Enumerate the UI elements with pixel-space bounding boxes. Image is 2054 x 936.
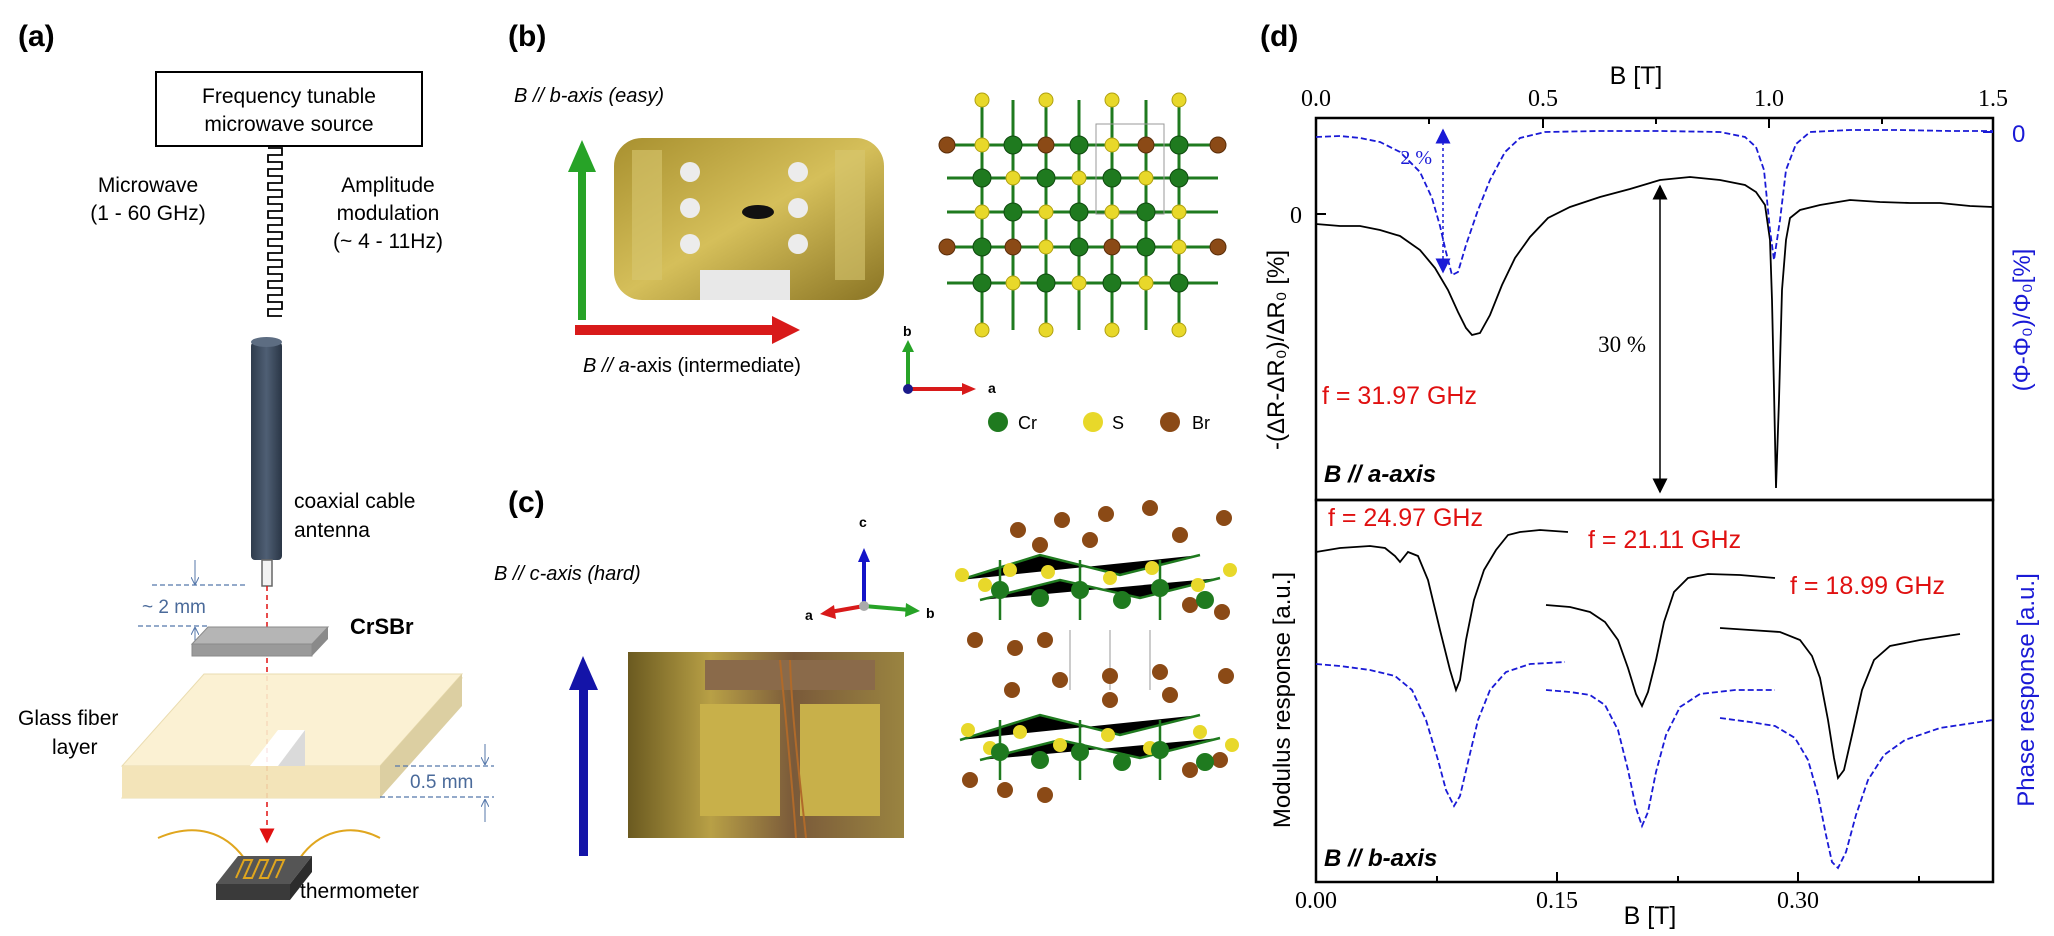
crsbr-sample [190,626,330,657]
annot-2pct: 2 % [1400,147,1432,169]
panel-d: (d) B [T] 0.0 0.5 1.0 1.5 0 0 -(ΔR-ΔR₀)/… [1260,20,2040,930]
br-atom-icon [1160,412,1180,432]
left-y-tick-0: 0 [1290,203,1302,229]
axis-a-label-c: a [805,607,813,623]
left-y-title-top: -(ΔR-ΔR₀)/ΔR₀ [%] [1263,250,1290,450]
top-x-tick-2: 1.0 [1754,86,1784,112]
amplitude-line3: (~ 4 - 11Hz) [333,230,443,253]
s-atom-icon [1083,412,1103,432]
legend-br: Br [1192,413,1210,433]
axes-triad-ab [902,340,976,395]
glass-fiber-layer [120,673,464,799]
crystal-layers [955,500,1239,803]
amplitude-line2: modulation [337,202,440,225]
orientation-top: B // a-axis [1324,461,1436,488]
right-y-title-top: (Φ-Φ₀)/Φ₀[%] [2009,249,2036,392]
bottom-x-tick-1: 0.15 [1536,888,1578,914]
axes-triad-abc [820,548,920,619]
top-x-tick-0: 0.0 [1301,86,1331,112]
microwave-line2: (1 - 60 GHz) [90,202,206,225]
sample-photo-c [628,652,904,839]
phase-curve-top [1315,129,1993,277]
microwave-line1: Microwave [98,174,198,197]
source-line2: microwave source [204,113,373,136]
panel-d-label: (d) [1260,20,1298,53]
b-axis-caption: B // b-axis (easy) [514,85,664,107]
phase-curve-3 [1719,717,1994,870]
microwave-coil [267,147,283,317]
amplitude-line1: Amplitude [341,174,434,197]
bottom-x-ticks [1436,872,1920,882]
top-plot-frame [1314,116,1995,502]
panel-b-label: (b) [508,20,546,53]
cr-atom-icon [988,412,1008,432]
top-x-tick-3: 1.5 [1978,86,2008,112]
annot-30pct: 30 % [1598,332,1646,357]
panel-c-label: (c) [508,486,545,519]
axis-b-label: b [903,323,912,339]
a-axis-caption: B // a-axis (intermediate) [583,355,801,377]
coax-line2: antenna [294,519,370,542]
green-field-arrow [568,140,596,320]
left-y-title-bottom: Modulus response [a.u.] [1269,572,1296,828]
gap-label: ~ 2 mm [142,597,206,618]
freq-2: f = 21.11 GHz [1588,526,1741,554]
axis-a-label: a [988,380,996,396]
top-x-title: B [T] [1610,62,1663,90]
thickness-label: 0.5 mm [410,772,473,793]
right-y-title-bottom: Phase response [a.u.] [2013,573,2040,806]
top-x-tick-1: 0.5 [1528,86,1558,112]
axis-b-label-c: b [926,605,935,621]
coax-line1: coaxial cable [294,490,415,513]
c-axis-caption: B // c-axis (hard) [494,563,641,585]
crsbr-label: CrSBr [350,614,414,639]
thermometer-label: thermometer [300,880,419,903]
modulus-curve-2 [1545,573,1776,709]
bottom-x-tick-2: 0.30 [1777,888,1819,914]
glass-line1: Glass fiber [18,707,118,730]
bottom-x-tick-0: 0.00 [1295,888,1337,914]
phase-curve-2 [1545,689,1775,829]
panel-a-label: (a) [18,20,55,53]
coax-tip [261,559,273,587]
microwave-source-box [155,71,423,147]
freq-1: f = 24.97 GHz [1328,504,1483,532]
atom-legend: Cr S Br [988,412,1210,433]
panel-b: (b) B // b-axis (easy) B // a-axis (inte… [508,20,1227,433]
right-y-tick-0: 0 [2012,121,2025,148]
panel-c: (c) B // c-axis (hard) c a b [494,486,1239,856]
glass-line2: layer [52,736,98,759]
modulus-curve-1 [1315,529,1569,693]
bottom-x-title: B [T] [1624,902,1677,930]
axis-c-label: c [859,514,867,530]
panel-a: (a) Frequency tunable microwave source M… [18,20,494,903]
coax-top [251,337,282,347]
thermometer-leads [157,829,381,859]
top-x-ticks [1428,118,1883,128]
sample-photo-b [614,138,884,300]
bottom-plot-frame [1314,498,1995,884]
source-line1: Frequency tunable [202,85,376,108]
phase-curve-1 [1315,661,1566,808]
modulus-curve-3 [1719,627,1961,781]
crystal-ab-projection [938,92,1227,338]
blue-field-arrow [569,656,598,856]
coax-cable [251,342,282,560]
freq-top: f = 31.97 GHz [1322,382,1477,410]
legend-s: S [1112,413,1124,433]
red-field-arrow [575,316,800,344]
modulus-curve-top [1315,176,1994,489]
freq-3: f = 18.99 GHz [1790,572,1945,600]
thermometer [216,856,312,900]
orientation-bottom: B // b-axis [1324,845,1437,872]
legend-cr: Cr [1018,413,1037,433]
